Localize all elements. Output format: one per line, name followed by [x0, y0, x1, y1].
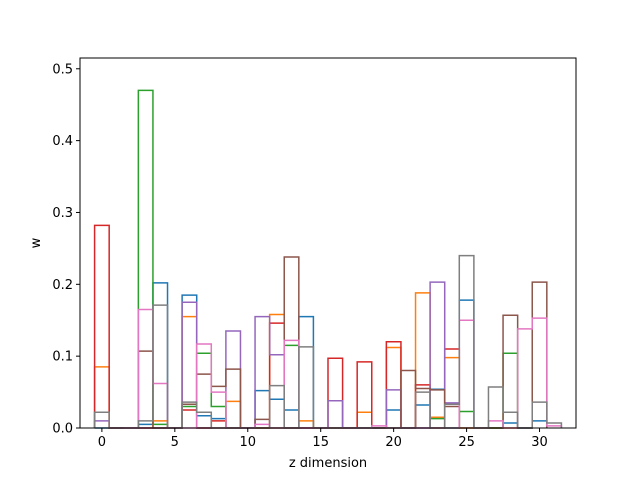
- y-tick-label: 0.3: [52, 206, 73, 221]
- x-tick-label: 30: [531, 435, 548, 450]
- y-axis: 0.0 0.1 0.2 0.3 0.4 0.5: [52, 62, 80, 437]
- y-axis-label: w: [29, 237, 44, 248]
- x-axis: 0 5 10 15 20 25 30: [98, 428, 548, 450]
- plot-frame: [79, 57, 577, 429]
- x-tick-label: 5: [171, 435, 179, 450]
- x-tick-label: 20: [385, 435, 402, 450]
- y-tick-label: 0.2: [52, 278, 73, 293]
- y-tick-label: 0.4: [52, 134, 73, 149]
- x-tick-label: 25: [458, 435, 475, 450]
- x-tick-label: 0: [98, 435, 106, 450]
- y-tick-label: 0.5: [52, 62, 73, 77]
- y-tick-label: 0.1: [52, 350, 73, 365]
- x-axis-label: z dimension: [289, 456, 367, 471]
- y-tick-label: 0.0: [52, 422, 73, 437]
- x-tick-label: 15: [312, 435, 329, 450]
- x-tick-label: 10: [239, 435, 256, 450]
